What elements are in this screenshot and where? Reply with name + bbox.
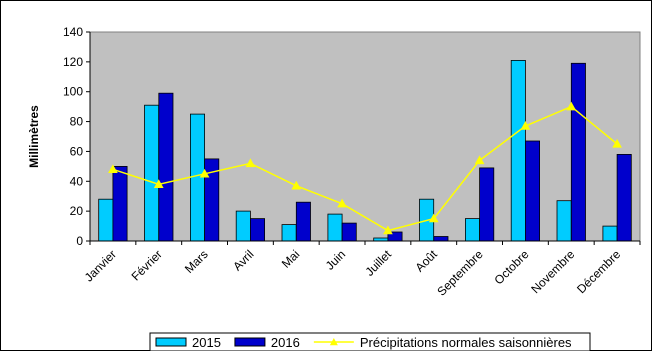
bars-layer	[98, 60, 632, 242]
bar-2016-avril	[249, 218, 265, 242]
y-tick-label: 100	[63, 85, 83, 99]
y-axis: 0 20 40 60 80 100 120 140	[63, 25, 91, 248]
bar-2015-octobre	[510, 60, 526, 242]
x-tick-label-mai: Mai	[279, 247, 303, 271]
x-tick-label-août: Août	[413, 247, 441, 275]
x-tick-label-septembre: Septembre	[434, 247, 486, 299]
bar-2015-septembre	[464, 218, 480, 242]
y-tick-label: 60	[70, 144, 84, 158]
y-axis-label: Millimètres	[27, 105, 41, 168]
normal-point-décembre	[612, 138, 622, 148]
bar-2016-octobre	[525, 140, 541, 242]
bar-2016-mai	[295, 201, 311, 242]
legend-marker	[329, 338, 338, 346]
bar-2015-décembre	[602, 225, 618, 242]
legend-label: Précipitations normales saisonnières	[360, 335, 572, 350]
normal-precipitation-line	[112, 105, 618, 232]
bar-2015-juin	[327, 213, 343, 242]
bar-2016-novembre	[570, 62, 586, 242]
y-tick-label: 40	[70, 174, 84, 188]
y-tick-label: 140	[63, 25, 83, 39]
normal-point-mars	[199, 168, 210, 178]
normal-point-novembre	[566, 101, 577, 111]
bar-2016-août	[433, 236, 449, 242]
x-tick-label-octobre: Octobre	[491, 247, 531, 287]
legend-swatch-2016	[234, 337, 266, 347]
bar-2016-décembre	[616, 153, 632, 242]
normal-point-janvier	[108, 164, 118, 174]
line-layer	[108, 101, 622, 235]
plot-area	[89, 31, 641, 242]
legend-swatch-2015	[155, 337, 187, 347]
bar-2015-février	[144, 104, 160, 242]
x-axis: Janvier Février Mars Avril Mai Juin Juillet Aoû…	[82, 240, 641, 299]
normal-point-octobre	[520, 121, 531, 130]
bar-2015-mars	[189, 113, 205, 242]
legend-label: 2016	[271, 335, 300, 350]
y-tick-label: 20	[70, 204, 84, 218]
normal-point-avril	[245, 158, 256, 168]
x-tick-label-décembre: Décembre	[574, 247, 623, 296]
x-tick-label-juin: Juin	[323, 247, 348, 272]
normal-point-mai	[291, 180, 302, 190]
y-tick-label: 80	[70, 115, 84, 129]
legend-label: 2015	[192, 335, 221, 350]
x-tick-label-mars: Mars	[182, 247, 211, 276]
normal-point-février	[153, 179, 164, 188]
normal-point-septembre	[474, 155, 485, 165]
bar-2016-septembre	[479, 167, 495, 242]
legend: 2015 2016 Précipitations normales saisonni…	[149, 332, 591, 351]
x-tick-label-janvier: Janvier	[82, 247, 119, 284]
y-tick-label: 0	[76, 234, 83, 248]
normal-point-juin	[337, 198, 347, 208]
bar-2016-février	[158, 92, 174, 242]
x-tick-label-juillet: Juillet	[362, 247, 394, 279]
bar-2016-juin	[341, 222, 357, 242]
normal-point-août	[428, 213, 439, 223]
bar-2015-janvier	[98, 198, 114, 242]
x-tick-label-novembre: Novembre	[528, 247, 577, 296]
x-tick-label-février: Février	[129, 247, 165, 283]
bar-2015-mai	[281, 224, 297, 242]
bar-2016-janvier	[112, 165, 128, 242]
bar-2015-novembre	[556, 200, 572, 242]
y-tick-label: 120	[63, 55, 83, 69]
normal-point-juillet	[383, 225, 393, 235]
x-tick-label-avril: Avril	[230, 247, 256, 273]
bar-2015-avril	[235, 210, 251, 242]
